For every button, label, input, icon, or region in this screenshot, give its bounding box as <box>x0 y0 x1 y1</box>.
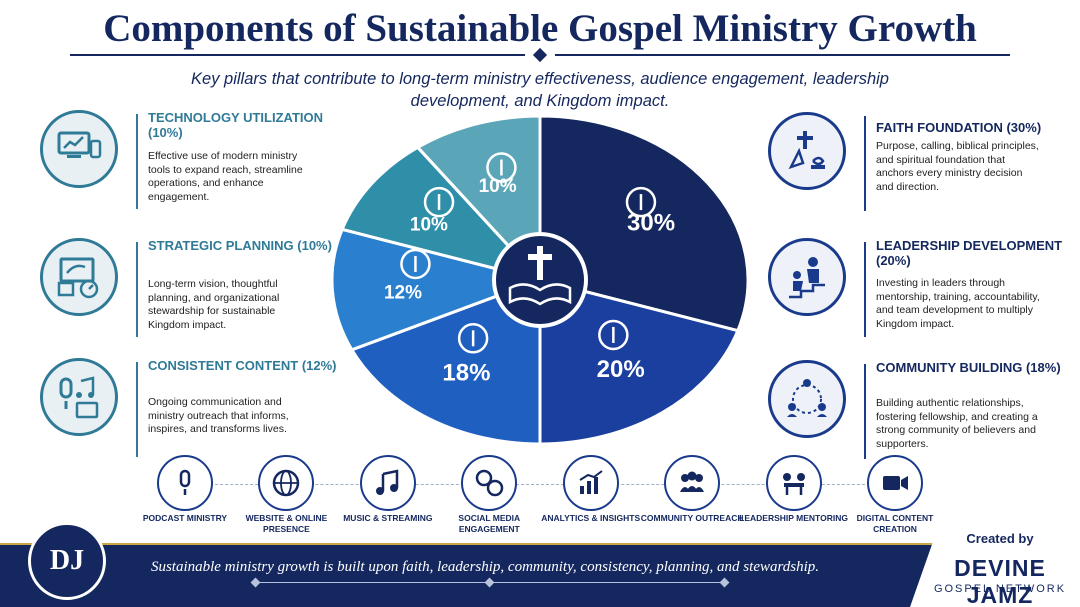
pillar-faith: FAITH FOUNDATION (30%) Purpose, calling,… <box>768 112 1078 222</box>
channel-label: WEBSITE & ONLINE PRESENCE <box>245 513 328 534</box>
page-subtitle: Key pillars that contribute to long-term… <box>191 70 889 110</box>
pillar-divider <box>864 364 866 459</box>
channel-label: MUSIC & STREAMING <box>343 513 433 523</box>
pillar-divider <box>136 114 138 209</box>
pillar-content: CONSISTENT CONTENT (12%) Ongoing communi… <box>40 358 350 468</box>
pillar-description: Investing in leaders through mentorship,… <box>876 277 1040 330</box>
pie-slice-leadership-development <box>538 278 740 446</box>
footer-accent-line <box>0 543 1080 545</box>
channel-item: PODCAST MINISTRY <box>130 455 240 524</box>
pie-chart-svg: 30% 20% 18% 12% 10% 10% <box>330 114 750 446</box>
channel-item: COMMUNITY OUTREACH <box>637 455 747 524</box>
group-people-icon <box>664 455 721 511</box>
mentoring-table-icon <box>765 455 822 511</box>
pillar-description: Ongoing communication and ministry outre… <box>148 396 289 435</box>
pie-slice-community-building <box>349 277 542 446</box>
pie-slice-label: 10% <box>479 176 517 197</box>
channel-label: SOCIAL MEDIA ENGAGEMENT <box>458 513 521 534</box>
social-chat-icon <box>461 455 518 511</box>
brand-subtitle: GOSPEL NETWORK <box>933 583 1067 595</box>
pie-slice-label: 30% <box>627 209 675 236</box>
pillar-title: FAITH FOUNDATION (30%) <box>876 120 1042 135</box>
mentor-stairs-icon <box>598 319 629 351</box>
pillar-divider <box>136 242 138 337</box>
pillar-description: Effective use of modern ministry tools t… <box>148 150 303 203</box>
brand-panel <box>910 520 1080 607</box>
channel-label: PODCAST MINISTRY <box>142 513 228 523</box>
channel-item: DIGITAL CONTENT CREATION <box>840 455 950 534</box>
pillar-divider <box>864 116 866 211</box>
media-content-icon <box>400 248 431 280</box>
pie-slice-faith-foundation <box>538 114 750 333</box>
pillar-description: Purpose, calling, biblical principles, a… <box>876 140 1039 193</box>
channel-item: ANALYTICS & INSIGHTS <box>536 455 646 524</box>
title-divider-left <box>70 54 525 56</box>
channel-label: LEADERSHIP MENTORING <box>739 513 848 523</box>
pillar-title: COMMUNITY BUILDING (18%) <box>876 360 1061 375</box>
pie-slice-label: 18% <box>442 360 490 387</box>
community-network-icon <box>457 323 489 354</box>
pillar-title: LEADERSHIP DEVELOPMENT (20%) <box>876 238 1063 268</box>
pillar-description: Building authentic relationships, foster… <box>876 397 1038 450</box>
pillar-title: STRATEGIC PLANNING (10%) <box>148 238 332 253</box>
pie-chart: 30% 20% 18% 12% 10% 10% <box>320 110 760 450</box>
video-camera-icon <box>867 455 923 511</box>
channel-item: WEBSITE & ONLINE PRESENCE <box>231 455 341 534</box>
praying-hands-cross-icon <box>768 112 846 190</box>
brand-name: DEVINE JAMZ <box>954 555 1046 607</box>
media-content-icon <box>40 358 118 436</box>
logo-text: DJ <box>49 545 85 576</box>
globe-www-icon <box>258 455 315 511</box>
channel-item: LEADERSHIP MENTORING <box>739 455 849 524</box>
brand-created-by: Created by <box>966 531 1034 546</box>
channel-label: DIGITAL CONTENT CREATION <box>856 513 934 534</box>
pie-slice-label: 20% <box>597 356 645 383</box>
devices-icon <box>40 110 118 188</box>
footer-tagline: Sustainable ministry growth is built upo… <box>150 559 820 575</box>
pillar-title: TECHNOLOGY UTILIZATION (10%) <box>148 110 324 140</box>
pie-slice-strategic-planning <box>340 145 545 283</box>
pie-slice-consistent-content <box>330 227 546 352</box>
channel-label: ANALYTICS & INSIGHTS <box>541 513 641 523</box>
ministry-channels-strip: PODCAST MINISTRY WEBSITE & ONLINE PRESENC… <box>130 455 950 540</box>
channel-item: SOCIAL MEDIA ENGAGEMENT <box>434 455 544 534</box>
planning-board-icon <box>40 238 118 316</box>
title-divider-right <box>555 54 1010 56</box>
microphone-icon <box>157 455 213 511</box>
pie-slice-label: 12% <box>384 283 422 304</box>
footer-banner <box>0 545 1080 607</box>
analytics-chart-icon <box>562 455 619 511</box>
bible-cross-icon <box>508 246 572 306</box>
pillar-technology: TECHNOLOGY UTILIZATION (10%) Effective u… <box>40 110 350 220</box>
pillar-divider <box>864 242 866 337</box>
pillar-leadership: LEADERSHIP DEVELOPMENT (20%) Investing i… <box>768 238 1078 348</box>
pillar-strategic: STRATEGIC PLANNING (10%) Long-term visio… <box>40 238 350 348</box>
pillar-title: CONSISTENT CONTENT (12%) <box>148 358 337 373</box>
dj-logo: DJ <box>28 522 106 600</box>
pie-slice-label: 10% <box>410 214 448 235</box>
praying-hands-cross-icon <box>625 186 657 218</box>
page-title: Components of Sustainable Gospel Ministr… <box>103 7 977 50</box>
pillar-community: COMMUNITY BUILDING (18%) Building authen… <box>768 360 1078 470</box>
strip-connector-line <box>170 484 900 485</box>
music-note-icon <box>359 455 416 511</box>
planning-board-icon <box>423 186 455 218</box>
devices-icon <box>486 152 517 183</box>
pillar-divider <box>136 362 138 457</box>
pillar-description: Long-term vision, thoughtful planning, a… <box>148 278 280 331</box>
channel-item: MUSIC & STREAMING <box>333 455 443 524</box>
mentor-stairs-icon <box>768 238 846 316</box>
channel-label: COMMUNITY OUTREACH <box>640 513 744 523</box>
community-network-icon <box>768 360 846 438</box>
